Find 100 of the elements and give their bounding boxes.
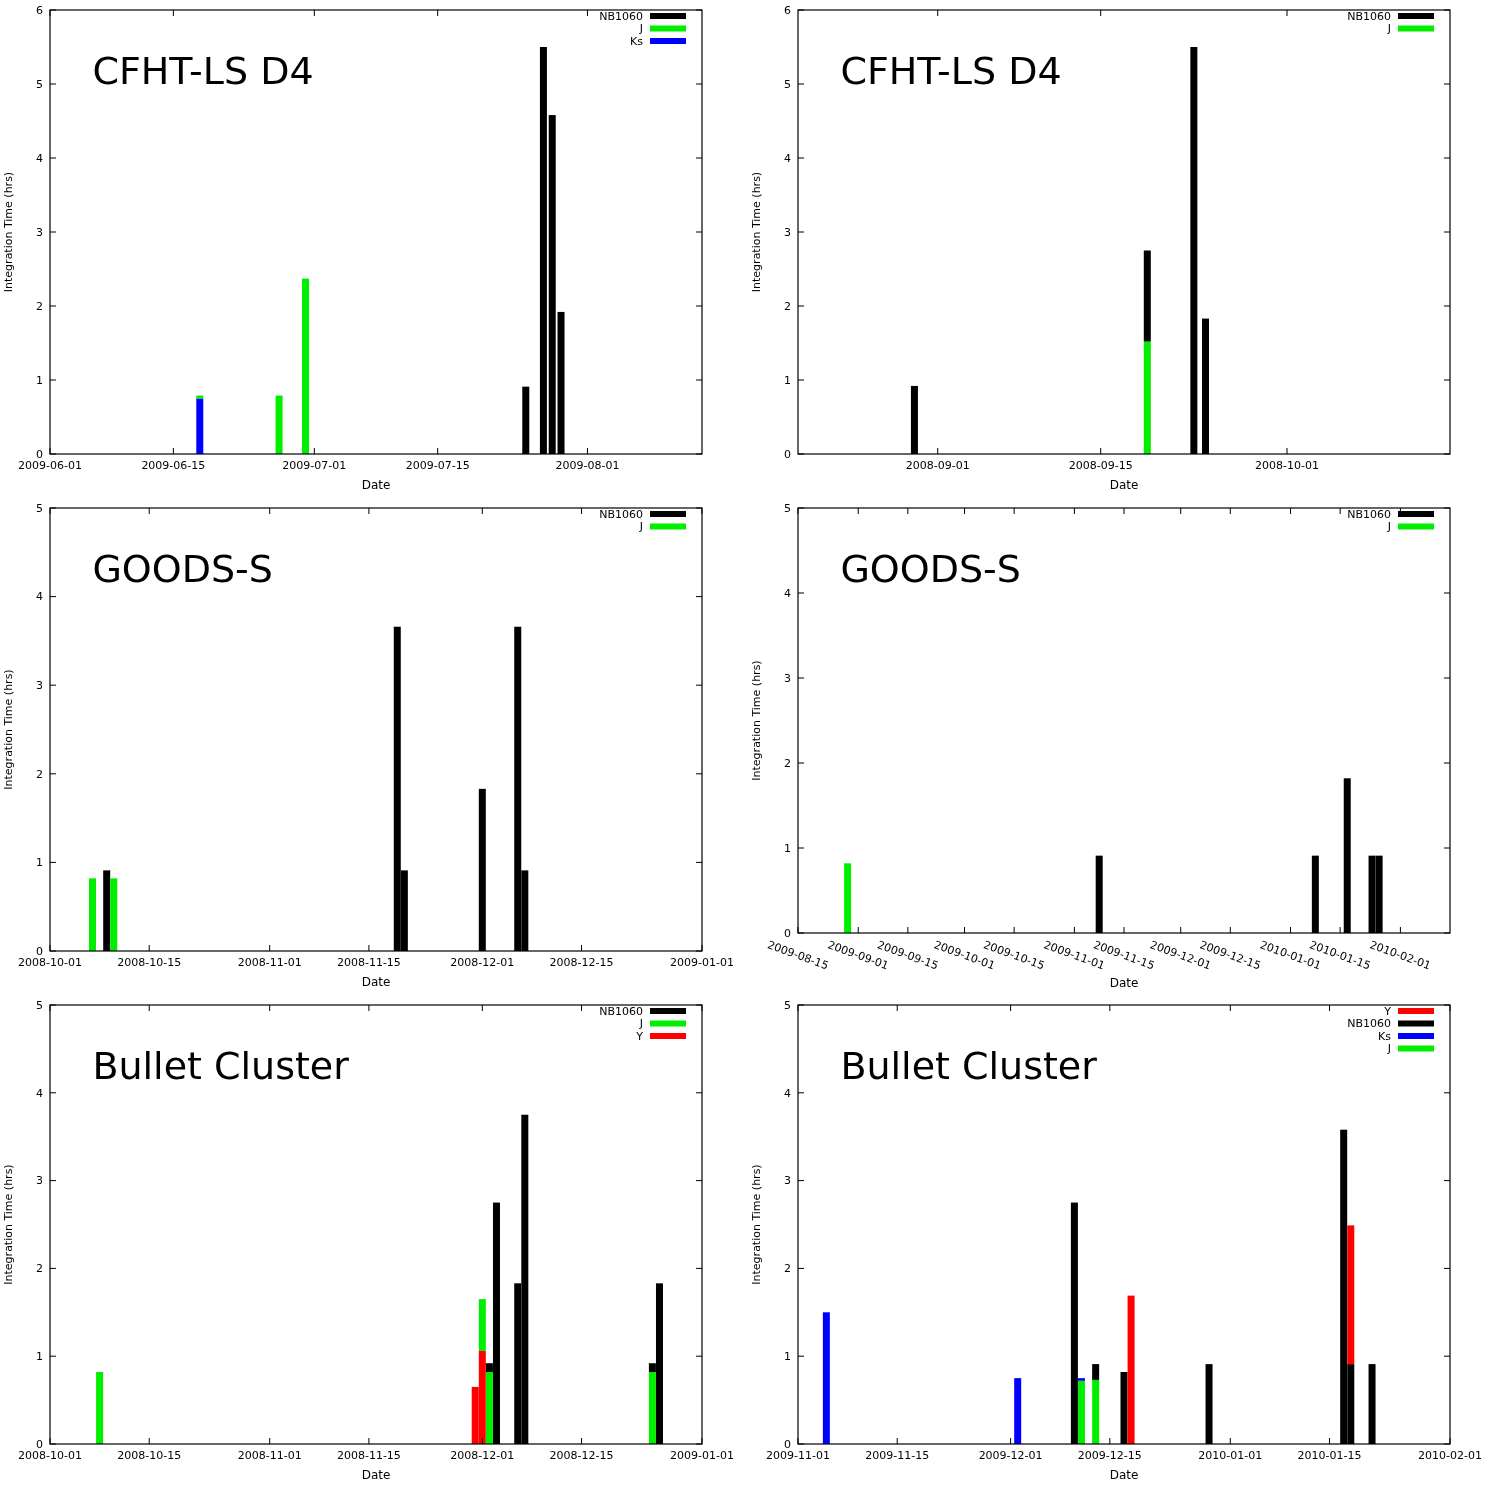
y-tick-label: 2 (784, 756, 791, 770)
bar (196, 395, 204, 399)
y-axis-title: Integration Time (hrs) (750, 171, 763, 293)
legend-label: Ks (1378, 1029, 1392, 1043)
legend-label: NB1060 (599, 9, 643, 23)
y-tick-label: 4 (784, 151, 791, 165)
y-tick-label: 2 (784, 1262, 791, 1276)
x-tick-label: 2008-10-01 (1255, 459, 1319, 472)
y-tick-label: 0 (784, 926, 791, 940)
x-tick-label: 2009-12-01 (978, 1449, 1043, 1462)
text: CFHT-LS D4 (92, 49, 314, 93)
legend-label: Y (1383, 1004, 1392, 1018)
text: Bullet Cluster (840, 1044, 1098, 1088)
y-tick-label: 2 (36, 767, 43, 781)
x-tick-label: 2009-12-15 (1077, 1449, 1142, 1462)
y-tick-label: 4 (36, 590, 43, 604)
x-tick-label: 2008-11-01 (237, 1449, 302, 1462)
y-tick-label: 6 (36, 3, 43, 17)
bar (844, 863, 852, 933)
x-axis-title: Date (1109, 1468, 1139, 1482)
x-tick-label: 2008-09-01 (905, 459, 970, 472)
y-axis-title: Integration Time (hrs) (750, 660, 763, 781)
y-tick-label: 1 (36, 373, 43, 387)
x-tick-label: 2008-10-01 (18, 956, 82, 969)
x-axis-title: Date (361, 478, 391, 492)
y-tick-label: 2 (784, 299, 791, 313)
y-tick-label: 3 (36, 1174, 43, 1188)
x-axis-title: Date (1109, 478, 1139, 492)
bar (1347, 1225, 1355, 1365)
x-tick-label: 2009-01-01 (670, 956, 734, 969)
text: GOODS-S (840, 547, 1021, 591)
y-tick-label: 1 (784, 373, 791, 387)
x-tick-label: 2009-07-01 (282, 459, 347, 472)
y-tick-label: 2 (36, 299, 43, 313)
x-tick-label: 2008-10-15 (117, 1449, 182, 1462)
x-tick-label: 2009-08-01 (555, 459, 620, 472)
bar (1014, 1378, 1022, 1444)
bar (648, 1372, 656, 1444)
y-axis-title: Integration Time (hrs) (2, 171, 15, 293)
y-tick-label: 0 (784, 447, 791, 461)
y-tick-label: 1 (36, 1350, 43, 1364)
legend-label: Y (635, 1029, 644, 1043)
bar (1127, 1295, 1135, 1444)
y-tick-label: 4 (36, 1086, 43, 1100)
y-tick-label: 3 (784, 225, 791, 239)
x-tick-label: 2008-09-15 (1068, 459, 1133, 472)
text: GOODS-S (92, 547, 273, 591)
x-axis-title: Date (361, 1468, 391, 1482)
x-tick-label: 2009-11-15 (865, 1449, 930, 1462)
y-tick-label: 4 (784, 1086, 791, 1100)
y-tick-label: 3 (784, 1174, 791, 1188)
x-tick-label: 2009-11-01 (766, 1449, 830, 1462)
y-tick-label: 1 (784, 1350, 791, 1364)
legend-label: Ks (630, 34, 644, 48)
legend-label: J (638, 1017, 643, 1031)
text: Bullet Cluster (92, 1044, 350, 1088)
bar (1092, 1364, 1100, 1380)
bar (1143, 341, 1151, 454)
legend-label: J (1386, 22, 1391, 36)
x-tick-label: 2008-12-15 (549, 1449, 614, 1462)
y-tick-label: 1 (36, 856, 43, 870)
y-tick-label: 6 (784, 3, 791, 17)
y-tick-label: 4 (784, 586, 791, 600)
x-tick-label: 2010-01-01 (1198, 1449, 1263, 1462)
legend-label: J (638, 22, 643, 36)
bar (89, 878, 97, 951)
y-tick-label: 1 (784, 841, 791, 855)
x-tick-label: 2008-10-01 (18, 1449, 82, 1462)
bar (302, 278, 310, 454)
bar (822, 1312, 830, 1444)
x-axis-title: Date (1109, 976, 1139, 990)
x-tick-label: 2008-12-01 (450, 1449, 515, 1462)
y-tick-label: 3 (36, 679, 43, 693)
y-tick-label: 3 (784, 671, 791, 685)
y-axis-title: Integration Time (hrs) (750, 1164, 763, 1285)
legend-label: NB1060 (599, 1004, 643, 1018)
x-tick-label: 2008-10-15 (117, 956, 182, 969)
y-tick-label: 4 (36, 151, 43, 165)
legend-label: NB1060 (599, 507, 643, 521)
y-tick-label: 5 (784, 998, 791, 1012)
y-tick-label: 5 (784, 501, 791, 515)
bar (1092, 1379, 1100, 1444)
y-tick-label: 3 (36, 225, 43, 239)
x-tick-label: 2009-06-01 (18, 459, 82, 472)
y-tick-label: 0 (36, 944, 43, 958)
bar (196, 398, 204, 454)
x-tick-label: 2009-07-15 (405, 459, 470, 472)
x-tick-label: 2008-12-15 (549, 956, 614, 969)
x-tick-label: 2008-11-01 (237, 956, 302, 969)
x-tick-label: 2008-12-01 (450, 956, 515, 969)
y-tick-label: 5 (36, 998, 43, 1012)
bar (485, 1372, 493, 1444)
y-tick-label: 5 (36, 501, 43, 515)
y-tick-label: 0 (784, 1437, 791, 1451)
legend-label: NB1060 (1347, 9, 1391, 23)
x-tick-label: 2009-06-15 (141, 459, 206, 472)
bar (478, 1299, 486, 1351)
legend-label: J (1386, 520, 1391, 534)
legend-label: NB1060 (1347, 507, 1391, 521)
legend-label: J (638, 520, 643, 534)
